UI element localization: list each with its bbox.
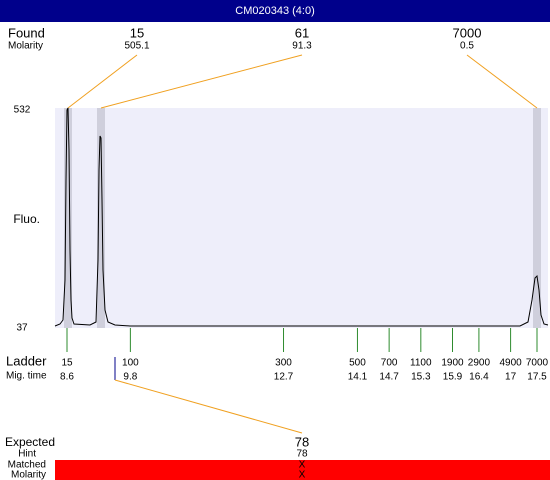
peak-connector <box>466 54 538 109</box>
matched-value: X <box>299 460 306 471</box>
found-size: 7000 <box>453 25 482 40</box>
found-molarity: 0.5 <box>460 41 474 52</box>
ladder-size: 2900 <box>468 358 491 369</box>
peak-band <box>64 108 72 328</box>
ladder-migtime: 17.5 <box>527 372 547 383</box>
y-axis-label: Fluo. <box>13 212 40 226</box>
hint-value: 78 <box>296 449 308 460</box>
hint-label: Hint <box>18 449 36 460</box>
found-size: 61 <box>295 25 309 40</box>
ladder-size: 15 <box>61 358 73 369</box>
ladder-migtime: 12.7 <box>274 372 294 383</box>
ladder-migtime: 15.3 <box>411 372 431 383</box>
found-label: Found <box>8 25 45 40</box>
title-bar <box>0 0 550 22</box>
molarity-label: Molarity <box>8 41 43 52</box>
peak-band <box>97 108 105 328</box>
ladder-migtime: 16.4 <box>469 372 489 383</box>
matched-label: Matched <box>8 460 46 471</box>
peak-connector <box>100 54 303 109</box>
ladder-migtime: 9.8 <box>123 372 137 383</box>
molarity-row-value: X <box>299 470 306 480</box>
trace <box>54 107 549 327</box>
y-min-label: 37 <box>16 323 28 334</box>
ladder-size: 1900 <box>441 358 464 369</box>
found-size: 15 <box>130 25 144 40</box>
peak-band <box>533 108 541 328</box>
peak-connector <box>67 54 138 109</box>
found-molarity: 91.3 <box>292 41 312 52</box>
ladder-size: 500 <box>349 358 366 369</box>
migtime-label: Mig. time <box>6 371 47 382</box>
ladder-size: 100 <box>122 358 139 369</box>
ladder-size: 700 <box>381 358 398 369</box>
ladder-migtime: 14.1 <box>348 372 368 383</box>
y-max-label: 532 <box>14 105 31 116</box>
expected-connector <box>114 379 303 434</box>
molarity-row-label: Molarity <box>11 470 46 480</box>
plot-area <box>55 108 548 328</box>
status-bar <box>55 460 550 480</box>
ladder-size: 7000 <box>526 358 549 369</box>
ladder-size: 1100 <box>410 358 432 369</box>
ladder-migtime: 8.6 <box>60 372 74 383</box>
ladder-migtime: 17 <box>505 372 517 383</box>
ladder-migtime: 14.7 <box>379 372 399 383</box>
expected-value: 78 <box>295 434 309 449</box>
found-molarity: 505.1 <box>124 41 149 52</box>
ladder-size: 300 <box>275 358 292 369</box>
ladder-size: 4900 <box>499 358 522 369</box>
expected-label: Expected <box>5 435 55 449</box>
ladder: Ladder Mig. time 15 8.6 100 9.8 300 12.7 500 14… <box>6 328 549 383</box>
title: CM020343 (4:0) <box>235 5 315 17</box>
ladder-migtime: 15.9 <box>443 372 463 383</box>
ladder-label: Ladder <box>6 353 47 368</box>
